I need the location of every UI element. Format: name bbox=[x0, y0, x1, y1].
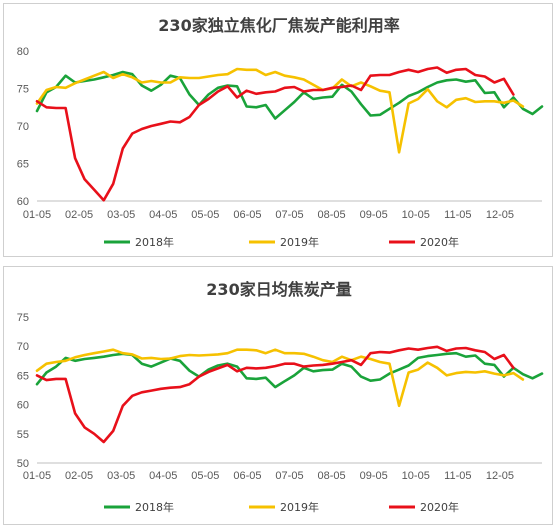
chart-legend: 2018年 2019年 2020年 bbox=[104, 500, 459, 514]
y-tick-label: 70 bbox=[17, 121, 29, 133]
x-tick-label: 06-05 bbox=[233, 209, 261, 221]
series-line-2018年 bbox=[35, 70, 544, 120]
daily-output-chart: 230家日均焦炭产量 50 55 60 65 70 75 01-05 02-05 03-05 04… bbox=[3, 266, 553, 525]
x-tick-label: 11-05 bbox=[444, 209, 471, 221]
x-tick-label: 04-05 bbox=[149, 470, 177, 482]
series-line-2020年 bbox=[35, 66, 515, 202]
chart-axes: 60 65 70 75 80 01-05 02-05 03-05 04-05 05-05 06-05… bbox=[17, 46, 542, 221]
x-tick-label: 11-05 bbox=[444, 470, 471, 482]
series-line-2018年 bbox=[35, 351, 544, 389]
legend-label: 2020年 bbox=[420, 500, 459, 514]
x-tick-label: 05-05 bbox=[191, 470, 219, 482]
x-tick-label: 08-05 bbox=[318, 209, 346, 221]
x-tick-label: 05-05 bbox=[191, 209, 219, 221]
utilization-chart: 230家独立焦化厂焦炭产能利用率 60 65 70 75 80 01-05 02-05 03-… bbox=[3, 3, 553, 257]
series-line-2019年 bbox=[35, 67, 525, 154]
y-tick-label: 60 bbox=[17, 196, 29, 208]
x-tick-label: 03-05 bbox=[107, 470, 135, 482]
legend-label: 2018年 bbox=[135, 500, 174, 514]
x-tick-label: 10-05 bbox=[402, 470, 430, 482]
legend-label: 2018年 bbox=[135, 235, 174, 249]
y-tick-label: 65 bbox=[17, 370, 29, 382]
legend-label: 2019年 bbox=[280, 500, 319, 514]
chart-title: 230家日均焦炭产量 bbox=[206, 280, 351, 299]
x-tick-label: 01-05 bbox=[23, 209, 51, 221]
series-line-2020年 bbox=[35, 345, 515, 444]
series-line-2019年 bbox=[35, 348, 525, 408]
y-tick-label: 70 bbox=[17, 341, 29, 353]
x-tick-label: 02-05 bbox=[65, 209, 93, 221]
chart-lines bbox=[35, 345, 544, 444]
chart-axes: 50 55 60 65 70 75 01-05 02-05 03-05 04-05 05-05 06-… bbox=[17, 312, 542, 482]
legend-label: 2019年 bbox=[280, 235, 319, 249]
x-tick-label: 03-05 bbox=[107, 209, 135, 221]
x-tick-label: 09-05 bbox=[360, 209, 388, 221]
x-tick-label: 12-05 bbox=[486, 470, 514, 482]
y-tick-label: 75 bbox=[17, 312, 29, 324]
chart-legend: 2018年 2019年 2020年 bbox=[104, 235, 459, 249]
x-tick-label: 09-05 bbox=[360, 470, 388, 482]
x-tick-label: 10-05 bbox=[402, 209, 430, 221]
x-tick-label: 06-05 bbox=[233, 470, 261, 482]
x-tick-label: 02-05 bbox=[65, 470, 93, 482]
y-tick-label: 60 bbox=[17, 400, 29, 412]
x-tick-label: 08-05 bbox=[318, 470, 346, 482]
legend-label: 2020年 bbox=[420, 235, 459, 249]
y-tick-label: 75 bbox=[17, 84, 29, 96]
x-tick-label: 07-05 bbox=[275, 209, 303, 221]
y-tick-label: 65 bbox=[17, 159, 29, 171]
chart-lines bbox=[35, 66, 544, 202]
x-tick-label: 07-05 bbox=[275, 470, 303, 482]
chart-title: 230家独立焦化厂焦炭产能利用率 bbox=[158, 16, 399, 35]
daily-output-chart-svg: 230家日均焦炭产量 50 55 60 65 70 75 01-05 02-05 03-05 04… bbox=[17, 280, 544, 514]
utilization-chart-svg: 230家独立焦化厂焦炭产能利用率 60 65 70 75 80 01-05 02-05 03-… bbox=[17, 16, 544, 249]
y-tick-label: 50 bbox=[17, 458, 29, 470]
y-tick-label: 80 bbox=[17, 46, 29, 58]
x-tick-label: 12-05 bbox=[486, 209, 514, 221]
x-tick-label: 04-05 bbox=[149, 209, 177, 221]
y-tick-label: 55 bbox=[17, 429, 29, 441]
x-tick-label: 01-05 bbox=[23, 470, 51, 482]
